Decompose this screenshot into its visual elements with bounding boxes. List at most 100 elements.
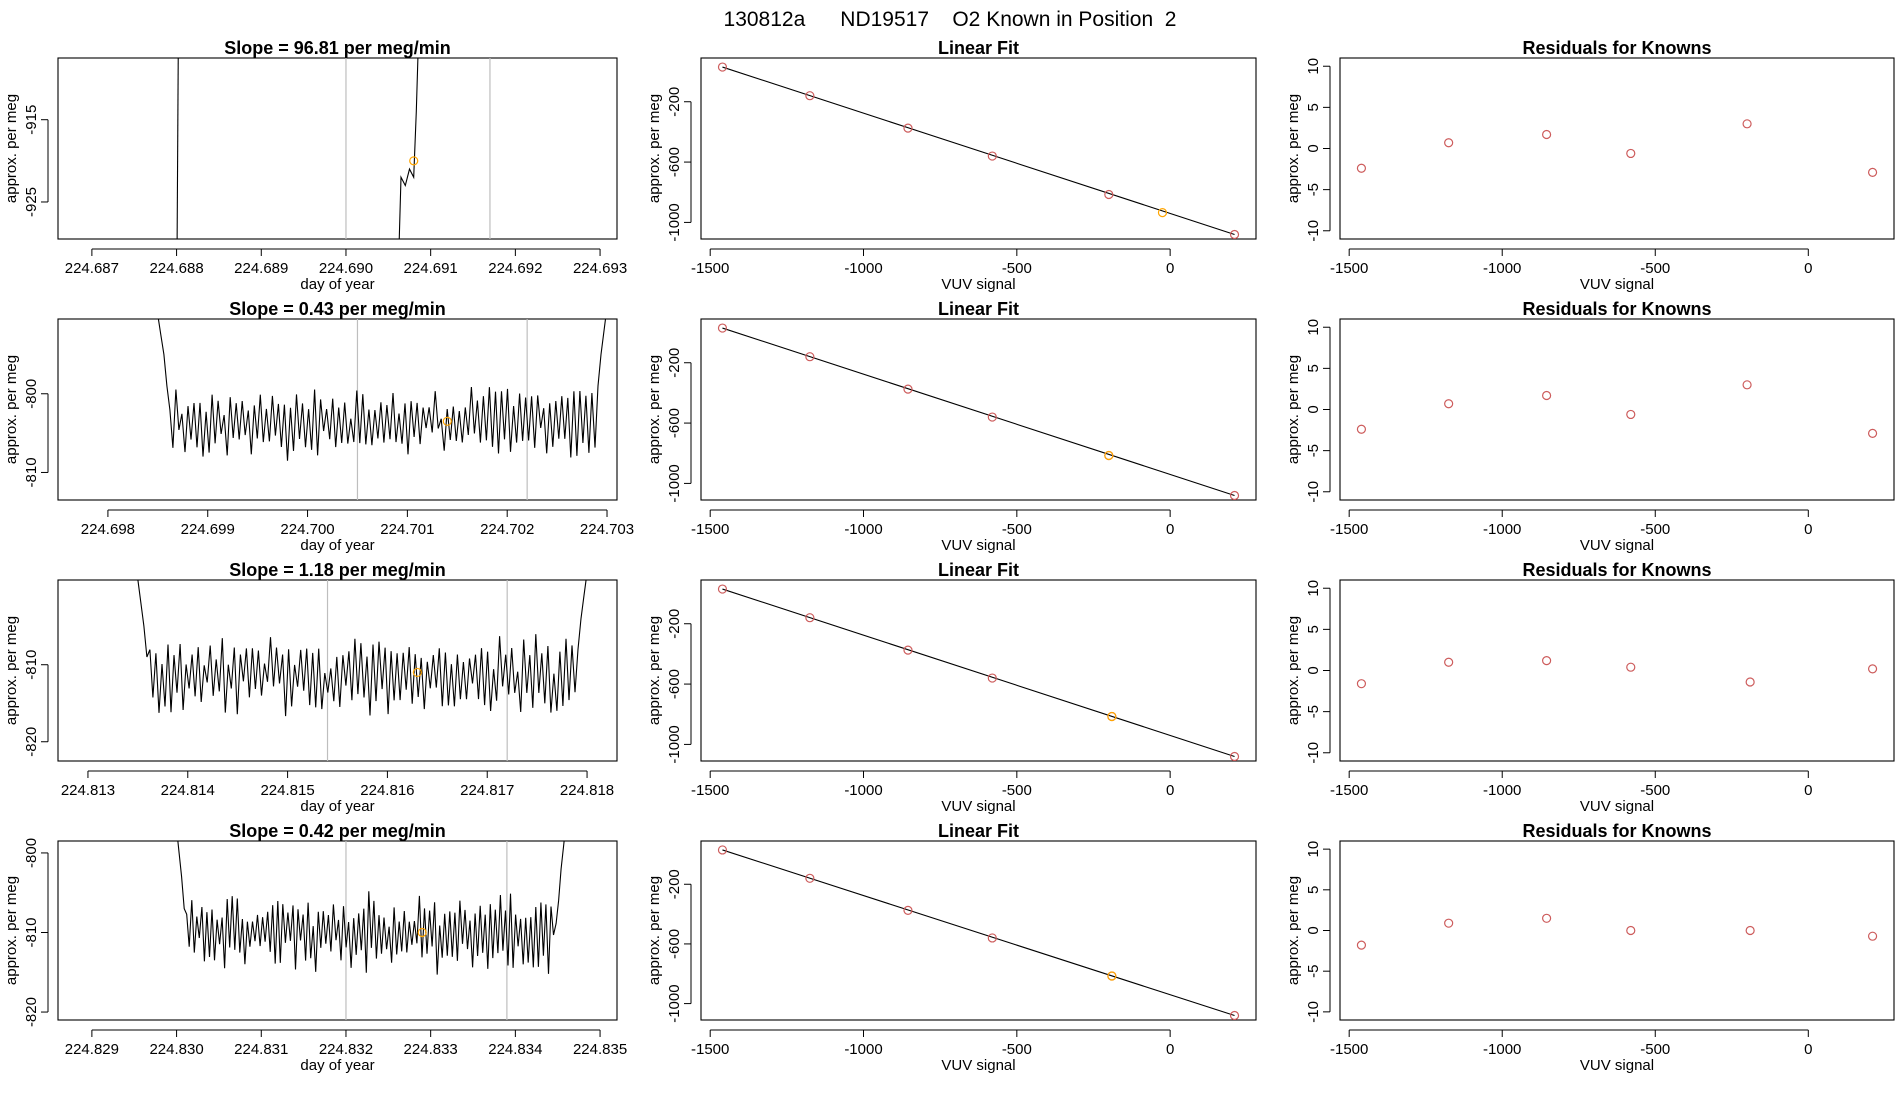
plot-frame: [57, 57, 618, 240]
y-tick-label: -200: [666, 87, 683, 117]
panel-title: Slope = 96.81 per meg/min: [224, 38, 451, 58]
data-point: [903, 384, 913, 394]
data-point: [805, 873, 815, 883]
data-point: [987, 412, 997, 422]
data-point: [903, 123, 913, 133]
y-axis-label: approx. per meg: [646, 94, 663, 203]
y-tick-label: 10: [1305, 841, 1322, 858]
x-axis-label: day of year: [300, 1057, 374, 1074]
data-point: [1444, 657, 1454, 667]
y-tick-label: 10: [1305, 58, 1322, 75]
panel-title: Residuals for Knowns: [1522, 560, 1711, 580]
x-tick-label: 224.693: [573, 260, 627, 277]
plot-frame: [1339, 579, 1895, 762]
y-tick-label: -200: [666, 609, 683, 639]
x-tick-label: 224.687: [65, 260, 119, 277]
y-tick-label: -820: [23, 727, 40, 757]
plot-area: [1356, 380, 1878, 438]
x-tick-label: -1500: [1330, 521, 1368, 538]
data-point: [1444, 399, 1454, 409]
x-tick-label: -500: [1002, 260, 1032, 277]
data-point: [1745, 677, 1755, 687]
fit-line: [722, 588, 1235, 757]
data-point: [1867, 428, 1878, 438]
y-tick-label: -915: [23, 105, 40, 135]
panel-r2-c2: Linear Fit -1500 -1000 -500 0 VUV signal -200 -…: [646, 299, 1257, 554]
plot-frame: [700, 57, 1257, 240]
x-tick-label: -500: [1002, 521, 1032, 538]
data-point: [987, 673, 997, 683]
y-tick-label: -5: [1305, 444, 1322, 457]
x-tick-label: 224.816: [360, 782, 414, 799]
data-point: [1626, 925, 1636, 936]
y-tick-label: 5: [1305, 625, 1322, 633]
data-point: [1867, 664, 1878, 674]
y-axis-label: approx. per meg: [1285, 876, 1302, 985]
panel-title: Slope = 0.42 per meg/min: [229, 821, 446, 841]
y-tick-label: -800: [23, 838, 40, 868]
y-tick-label: -1000: [666, 984, 683, 1022]
x-tick-label: 0: [1166, 260, 1174, 277]
page-title: 130812a ND19517 O2 Known in Position 2: [724, 8, 1177, 31]
x-tick-label: -500: [1002, 1041, 1032, 1058]
data-point: [1229, 1010, 1240, 1020]
plot-frame: [700, 840, 1257, 1021]
plot-frame: [1339, 57, 1895, 240]
x-tick-label: 224.701: [380, 521, 434, 538]
plot-frame: [700, 318, 1257, 501]
x-tick-label: -500: [1640, 782, 1670, 799]
panel-r3-c2: Linear Fit -1500 -1000 -500 0 VUV signal -200 -…: [646, 560, 1257, 815]
y-tick-label: 5: [1305, 364, 1322, 372]
y-tick-label: 5: [1305, 103, 1322, 111]
x-tick-label: 224.835: [573, 1041, 627, 1058]
x-tick-label: -1000: [844, 1041, 882, 1058]
highlight-point: [1107, 971, 1117, 981]
data-point: [717, 62, 728, 72]
y-tick-label: 10: [1305, 319, 1322, 336]
x-tick-label: 224.699: [181, 521, 235, 538]
y-axis-label: approx. per meg: [3, 876, 20, 985]
y-axis-label: approx. per meg: [646, 876, 663, 985]
x-tick-label: 0: [1166, 782, 1174, 799]
y-tick-label: 0: [1305, 926, 1322, 934]
x-axis-label: VUV signal: [941, 537, 1015, 554]
x-tick-label: -500: [1640, 1041, 1670, 1058]
data-point: [1626, 148, 1636, 159]
x-tick-label: 224.698: [81, 521, 135, 538]
plot-frame: [57, 318, 618, 501]
plot-area: [157, 319, 607, 500]
x-tick-label: -1000: [1483, 260, 1521, 277]
highlight-point: [417, 927, 427, 938]
panel-r3-c3: Residuals for Knowns -1500 -1000 -500 0 VUV s…: [1285, 560, 1895, 815]
x-tick-label: 224.689: [234, 260, 288, 277]
highlight-point: [412, 667, 422, 678]
data-line: [137, 580, 587, 717]
fit-line: [722, 849, 1235, 1017]
y-tick-label: -810: [23, 650, 40, 680]
y-tick-label: -810: [23, 917, 40, 947]
y-tick-label: -1000: [666, 464, 683, 502]
data-point: [805, 91, 815, 101]
highlight-point: [1157, 208, 1168, 218]
plot-frame: [57, 579, 618, 762]
panel-title: Linear Fit: [938, 299, 1019, 319]
plot-area: [717, 323, 1240, 500]
data-point: [1356, 163, 1367, 173]
y-tick-label: -800: [23, 379, 40, 409]
y-tick-label: -10: [1305, 742, 1322, 764]
x-tick-label: -1500: [691, 521, 729, 538]
y-tick-label: -600: [666, 147, 683, 177]
x-tick-label: 224.692: [488, 260, 542, 277]
highlight-point: [1107, 711, 1117, 722]
plot-frame: [1339, 318, 1895, 501]
plot-area: [717, 845, 1240, 1020]
data-point: [1542, 390, 1552, 401]
panel-title: Slope = 0.43 per meg/min: [229, 299, 446, 319]
y-axis-label: approx. per meg: [1285, 355, 1302, 464]
x-tick-label: 224.813: [61, 782, 115, 799]
x-tick-label: 224.829: [65, 1041, 119, 1058]
x-tick-label: 224.814: [161, 782, 215, 799]
highlight-point: [1104, 450, 1114, 461]
x-tick-label: -1500: [1330, 260, 1368, 277]
plot-area: [1356, 119, 1878, 177]
